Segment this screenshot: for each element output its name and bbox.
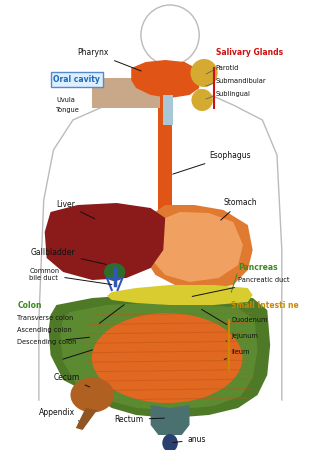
Text: Submandibular: Submandibular: [216, 78, 266, 84]
Polygon shape: [151, 405, 190, 435]
Circle shape: [191, 59, 218, 87]
Text: Oral cavity: Oral cavity: [53, 75, 100, 84]
Polygon shape: [76, 408, 97, 430]
Text: Common
bile duct: Common bile duct: [29, 268, 112, 284]
Text: Duodenum: Duodenum: [231, 317, 268, 323]
Polygon shape: [60, 303, 257, 410]
Text: Rectum: Rectum: [115, 415, 164, 424]
Polygon shape: [45, 203, 165, 280]
Text: Tongue: Tongue: [57, 107, 80, 113]
Text: Cecum: Cecum: [53, 373, 90, 387]
Text: Pancreas: Pancreas: [238, 263, 278, 272]
Text: Liver: Liver: [57, 200, 95, 219]
Text: Salivary Glands: Salivary Glands: [216, 48, 283, 57]
Text: Sublingual: Sublingual: [216, 91, 251, 97]
Text: Colon: Colon: [18, 301, 42, 310]
Text: Appendix: Appendix: [39, 408, 79, 421]
Circle shape: [192, 89, 213, 111]
Ellipse shape: [162, 434, 178, 450]
Polygon shape: [131, 60, 199, 98]
Text: Small Intesti ne: Small Intesti ne: [231, 301, 299, 310]
Text: Ascending colon: Ascending colon: [18, 327, 72, 333]
Polygon shape: [146, 205, 253, 290]
Polygon shape: [158, 75, 172, 235]
Ellipse shape: [70, 378, 114, 413]
Ellipse shape: [92, 313, 242, 403]
Text: Pancreatic duct: Pancreatic duct: [238, 277, 290, 283]
Text: Pharynx: Pharynx: [78, 48, 141, 71]
Text: Esophagus: Esophagus: [173, 151, 251, 174]
Text: Jejunum: Jejunum: [231, 333, 258, 339]
Polygon shape: [107, 285, 253, 305]
Text: anus: anus: [173, 435, 206, 444]
Text: Ileum: Ileum: [231, 349, 250, 355]
Text: Uvula: Uvula: [57, 97, 75, 103]
Text: Stomach: Stomach: [221, 198, 257, 220]
Polygon shape: [49, 295, 270, 418]
Text: Transverse colon: Transverse colon: [18, 315, 74, 321]
Polygon shape: [92, 78, 160, 108]
Text: Descending colon: Descending colon: [18, 339, 77, 345]
Polygon shape: [163, 95, 173, 125]
Polygon shape: [154, 212, 243, 282]
Text: Gallbladder: Gallbladder: [31, 248, 106, 265]
Ellipse shape: [104, 263, 125, 281]
Text: Parotid: Parotid: [216, 65, 239, 71]
